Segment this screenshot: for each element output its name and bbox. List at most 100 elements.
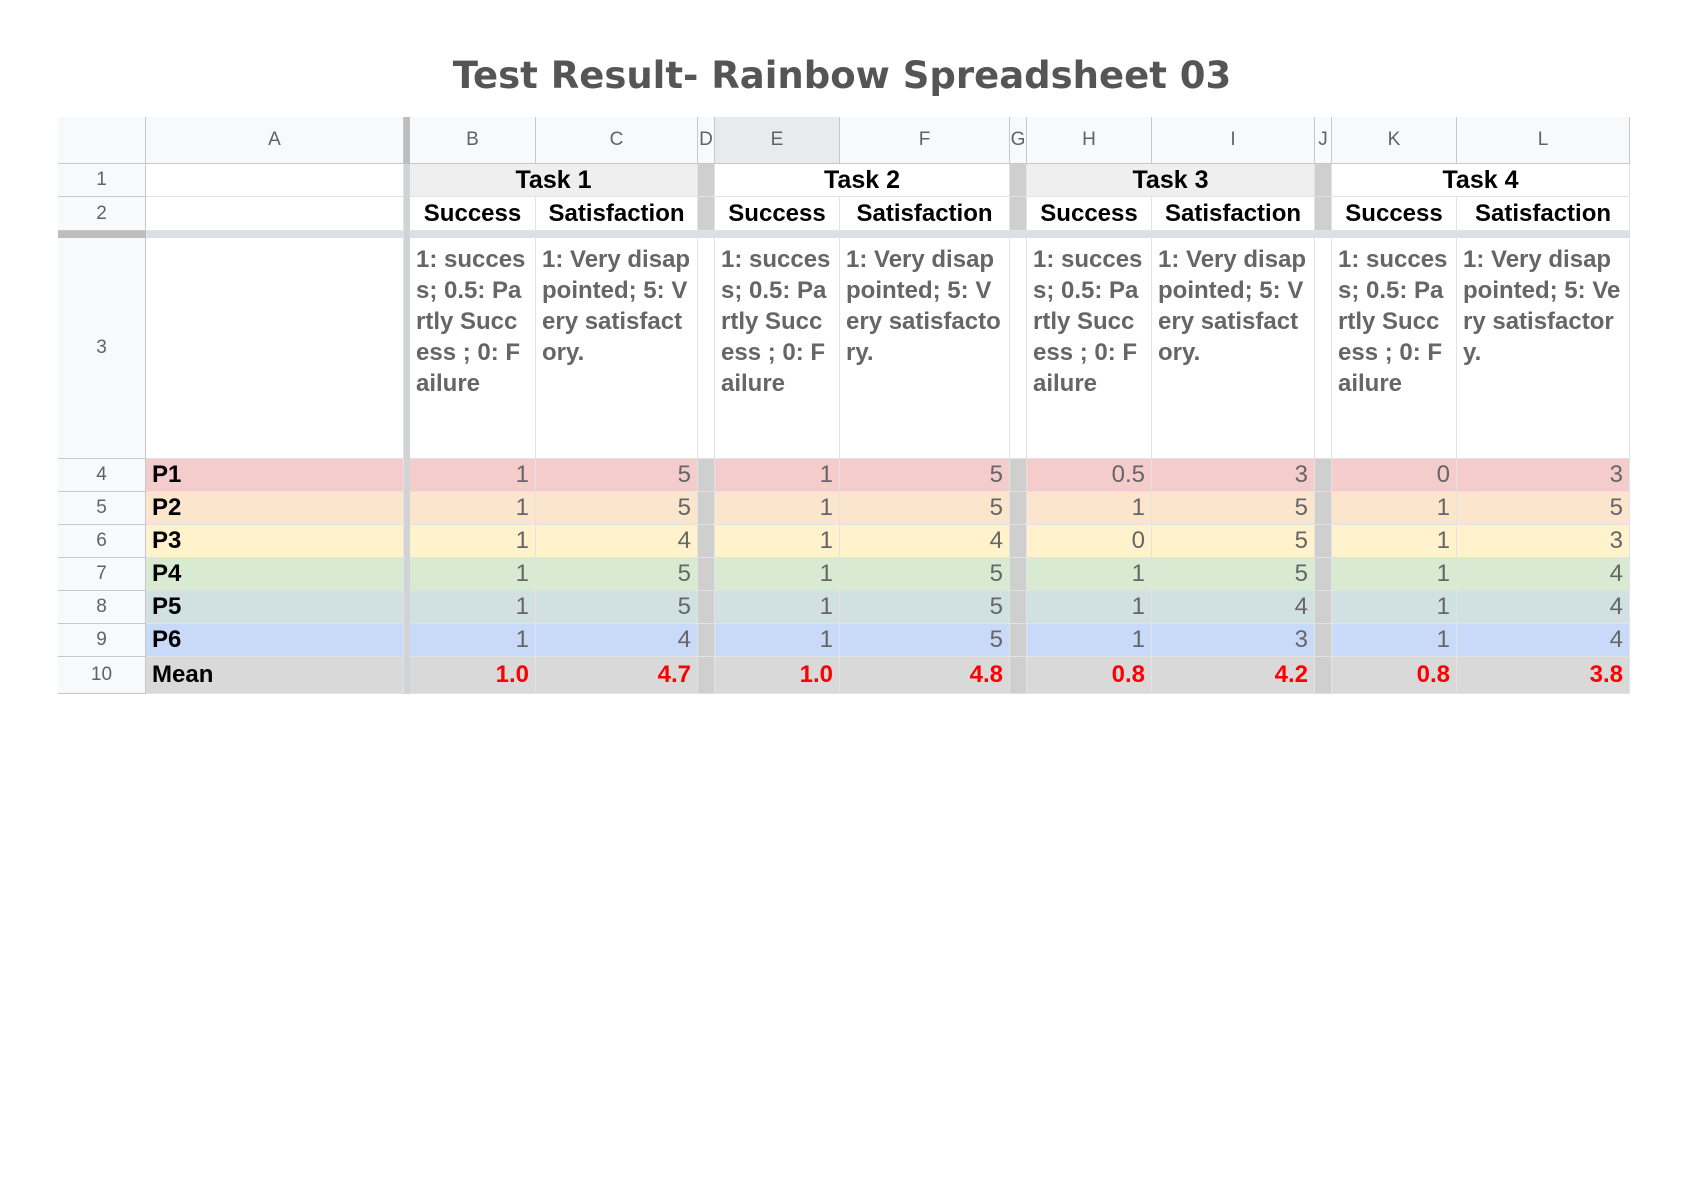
score-cell[interactable]: 1 <box>410 459 536 492</box>
column-header-e[interactable]: E <box>715 117 840 164</box>
column-header-k[interactable]: K <box>1332 117 1457 164</box>
column-header-l[interactable]: L <box>1457 117 1630 164</box>
spacer-cell[interactable] <box>1010 238 1027 459</box>
mean-value[interactable]: 0.8 <box>1332 657 1457 694</box>
spacer-cell[interactable] <box>1315 525 1332 558</box>
spacer-cell[interactable] <box>698 525 715 558</box>
score-cell[interactable]: 5 <box>840 558 1010 591</box>
success-header[interactable]: Success <box>1027 197 1152 231</box>
cell-a1[interactable] <box>146 164 404 197</box>
row-header-7[interactable]: 7 <box>58 558 146 591</box>
score-cell[interactable]: 5 <box>536 459 698 492</box>
spacer-cell[interactable] <box>1315 459 1332 492</box>
spacer-cell[interactable] <box>1315 624 1332 657</box>
score-cell[interactable]: 4 <box>1457 591 1630 624</box>
mean-value[interactable]: 4.2 <box>1152 657 1315 694</box>
spacer-cell[interactable] <box>1010 657 1027 694</box>
spacer-cell[interactable] <box>1010 164 1027 197</box>
mean-value[interactable]: 1.0 <box>715 657 840 694</box>
score-cell[interactable]: 1 <box>1332 525 1457 558</box>
satisfaction-description[interactable]: 1: Very disappointed; 5: Very satisfacto… <box>1457 238 1630 459</box>
spacer-cell[interactable] <box>1010 197 1027 231</box>
score-cell[interactable]: 3 <box>1457 459 1630 492</box>
score-cell[interactable]: 1 <box>715 459 840 492</box>
cell-a3[interactable] <box>146 238 404 459</box>
mean-value[interactable]: 3.8 <box>1457 657 1630 694</box>
score-cell[interactable]: 1 <box>715 591 840 624</box>
score-cell[interactable]: 1 <box>1027 558 1152 591</box>
score-cell[interactable]: 4 <box>1457 624 1630 657</box>
success-header[interactable]: Success <box>715 197 840 231</box>
spacer-cell[interactable] <box>698 459 715 492</box>
success-description[interactable]: 1: success; 0.5: Partly Success ; 0: Fai… <box>715 238 840 459</box>
score-cell[interactable]: 5 <box>1457 492 1630 525</box>
score-cell[interactable]: 5 <box>840 492 1010 525</box>
spacer-cell[interactable] <box>698 624 715 657</box>
task-header-4[interactable]: Task 4 <box>1332 164 1630 197</box>
spreadsheet-grid[interactable]: A B C D E F G H I J K L 1 2 3 4 5 6 7 8 9 10 Task 1 Success Sati… <box>58 117 1630 694</box>
spacer-cell[interactable] <box>1315 657 1332 694</box>
spacer-cell[interactable] <box>1010 558 1027 591</box>
spacer-cell[interactable] <box>1010 525 1027 558</box>
column-header-a[interactable]: A <box>146 117 404 164</box>
satisfaction-header[interactable]: Satisfaction <box>536 197 698 231</box>
task-header-3[interactable]: Task 3 <box>1027 164 1315 197</box>
score-cell[interactable]: 4 <box>536 525 698 558</box>
column-header-j[interactable]: J <box>1315 117 1332 164</box>
score-cell[interactable]: 5 <box>1152 525 1315 558</box>
score-cell[interactable]: 5 <box>840 624 1010 657</box>
score-cell[interactable]: 1 <box>1332 558 1457 591</box>
task-header-2[interactable]: Task 2 <box>715 164 1010 197</box>
spacer-cell[interactable] <box>1315 558 1332 591</box>
column-header-f[interactable]: F <box>840 117 1010 164</box>
participant-label[interactable]: P2 <box>146 492 404 525</box>
select-all-corner[interactable] <box>58 117 146 164</box>
score-cell[interactable]: 1 <box>1332 624 1457 657</box>
success-description[interactable]: 1: success; 0.5: Partly Success ; 0: Fai… <box>1027 238 1152 459</box>
score-cell[interactable]: 0 <box>1027 525 1152 558</box>
score-cell[interactable]: 5 <box>536 492 698 525</box>
satisfaction-description[interactable]: 1: Very disappointed; 5: Very satisfacto… <box>840 238 1010 459</box>
score-cell[interactable]: 0 <box>1332 459 1457 492</box>
spacer-cell[interactable] <box>698 197 715 231</box>
row-header-8[interactable]: 8 <box>58 591 146 624</box>
score-cell[interactable]: 4 <box>1457 558 1630 591</box>
score-cell[interactable]: 5 <box>840 459 1010 492</box>
freeze-column-divider[interactable] <box>404 117 410 694</box>
row-header-10[interactable]: 10 <box>58 657 146 694</box>
freeze-column-handle[interactable] <box>404 117 410 164</box>
score-cell[interactable]: 1 <box>410 624 536 657</box>
score-cell[interactable]: 3 <box>1152 459 1315 492</box>
satisfaction-description[interactable]: 1: Very disappointed; 5: Very satisfacto… <box>1152 238 1315 459</box>
score-cell[interactable]: 5 <box>1152 492 1315 525</box>
spacer-cell[interactable] <box>1315 492 1332 525</box>
spacer-cell[interactable] <box>698 558 715 591</box>
column-header-c[interactable]: C <box>536 117 698 164</box>
score-cell[interactable]: 0.5 <box>1027 459 1152 492</box>
row-header-5[interactable]: 5 <box>58 492 146 525</box>
spacer-cell[interactable] <box>1315 238 1332 459</box>
success-description[interactable]: 1: success; 0.5: Partly Success ; 0: Fai… <box>410 238 536 459</box>
column-header-d[interactable]: D <box>698 117 715 164</box>
column-header-i[interactable]: I <box>1152 117 1315 164</box>
satisfaction-header[interactable]: Satisfaction <box>1152 197 1315 231</box>
row-header-9[interactable]: 9 <box>58 624 146 657</box>
mean-value[interactable]: 0.8 <box>1027 657 1152 694</box>
row-header-2[interactable]: 2 <box>58 197 146 231</box>
score-cell[interactable]: 1 <box>410 591 536 624</box>
score-cell[interactable]: 5 <box>1152 558 1315 591</box>
mean-label[interactable]: Mean <box>146 657 404 694</box>
participant-label[interactable]: P6 <box>146 624 404 657</box>
column-header-g[interactable]: G <box>1010 117 1027 164</box>
spacer-cell[interactable] <box>1315 164 1332 197</box>
score-cell[interactable]: 4 <box>1152 591 1315 624</box>
freeze-row-divider[interactable] <box>58 231 1630 238</box>
satisfaction-description[interactable]: 1: Very disappointed; 5: Very satisfacto… <box>536 238 698 459</box>
spacer-cell[interactable] <box>698 657 715 694</box>
spacer-cell[interactable] <box>1315 591 1332 624</box>
spacer-cell[interactable] <box>1010 459 1027 492</box>
score-cell[interactable]: 5 <box>536 591 698 624</box>
score-cell[interactable]: 5 <box>840 591 1010 624</box>
freeze-row-handle[interactable] <box>58 231 146 238</box>
success-header[interactable]: Success <box>410 197 536 231</box>
